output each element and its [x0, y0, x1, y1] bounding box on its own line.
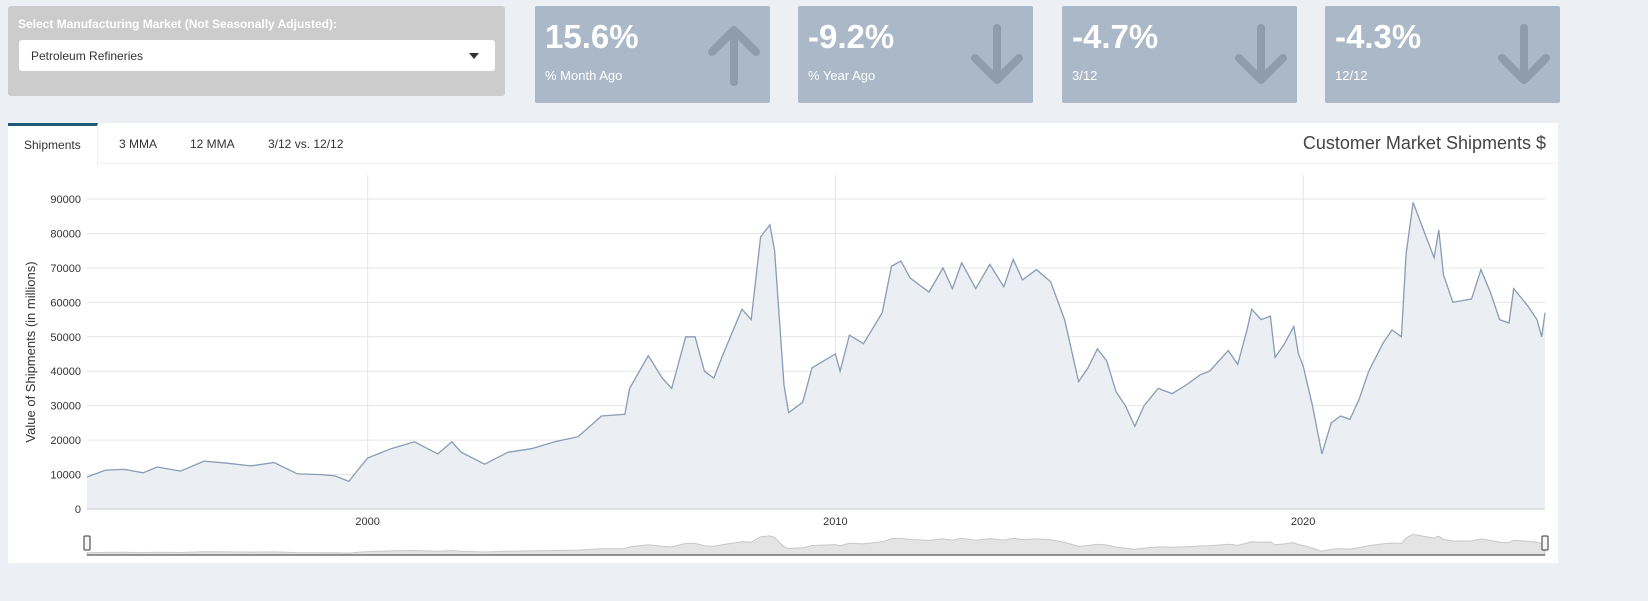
- value-box-month-ago: 15.6% % Month Ago: [535, 6, 770, 103]
- value-box-3-12: -4.7% 3/12: [1062, 6, 1297, 103]
- market-selector-panel: Select Manufacturing Market (Not Seasona…: [8, 6, 505, 96]
- chart-card: Shipments 3 MMA 12 MMA 3/12 vs. 12/12 Cu…: [8, 123, 1558, 563]
- range-handle-right[interactable]: [1541, 535, 1549, 551]
- value-box-value: -4.7%: [1072, 18, 1159, 55]
- y-tick-label: 20000: [50, 435, 81, 447]
- shipments-chart[interactable]: 0 10000 20000 30000 40000 50000 60000 70000 8000…: [8, 123, 1558, 563]
- tab-bar: Shipments 3 MMA 12 MMA 3/12 vs. 12/12 Cu…: [8, 123, 1558, 165]
- caret-down-icon: [469, 53, 479, 59]
- value-box-label: 3/12: [1072, 68, 1098, 83]
- tab-3-mma[interactable]: 3 MMA: [119, 137, 158, 151]
- y-tick-label: 50000: [50, 332, 81, 344]
- market-select[interactable]: Petroleum Refineries: [19, 40, 495, 71]
- x-tick-label: 2000: [355, 516, 379, 528]
- card-title: Customer Market Shipments $: [1302, 133, 1546, 153]
- y-tick-label: 60000: [50, 297, 81, 309]
- arrow-down-icon: [1498, 24, 1550, 84]
- y-tick-label: 10000: [50, 470, 81, 482]
- x-tick-label: 2020: [1291, 516, 1315, 528]
- value-box-value: 15.6%: [545, 18, 639, 55]
- value-box-label: % Month Ago: [545, 68, 623, 83]
- value-box-value: -4.3%: [1335, 18, 1422, 55]
- y-tick-label: 30000: [50, 401, 81, 413]
- tab-3-12-vs-12-12[interactable]: 3/12 vs. 12/12: [268, 137, 344, 151]
- value-box-value: -9.2%: [808, 18, 895, 55]
- y-tick-label: 90000: [50, 194, 81, 206]
- tab-12-mma[interactable]: 12 MMA: [190, 137, 235, 151]
- y-tick-label: 70000: [50, 263, 81, 275]
- arrow-up-icon: [708, 26, 760, 86]
- value-box-label: % Year Ago: [808, 68, 876, 83]
- market-select-value: Petroleum Refineries: [31, 49, 144, 63]
- series-area: [87, 202, 1545, 509]
- tab-shipments[interactable]: Shipments: [8, 123, 98, 165]
- y-tick-label: 0: [75, 504, 81, 516]
- range-handle-left[interactable]: [83, 535, 91, 551]
- value-box-label: 12/12: [1335, 68, 1368, 83]
- value-box-year-ago: -9.2% % Year Ago: [798, 6, 1033, 103]
- value-box-12-12: -4.3% 12/12: [1325, 6, 1560, 103]
- y-tick-label: 40000: [50, 366, 81, 378]
- market-selector-label: Select Manufacturing Market (Not Seasona…: [18, 17, 337, 31]
- arrow-down-icon: [1235, 24, 1287, 84]
- y-tick-label: 80000: [50, 228, 81, 240]
- range-navigator-series: [86, 533, 1546, 556]
- y-axis-label: Value of Shipments (in millions): [23, 261, 38, 442]
- arrow-down-icon: [971, 24, 1023, 84]
- x-tick-label: 2010: [823, 516, 847, 528]
- series-line: [86, 202, 1546, 483]
